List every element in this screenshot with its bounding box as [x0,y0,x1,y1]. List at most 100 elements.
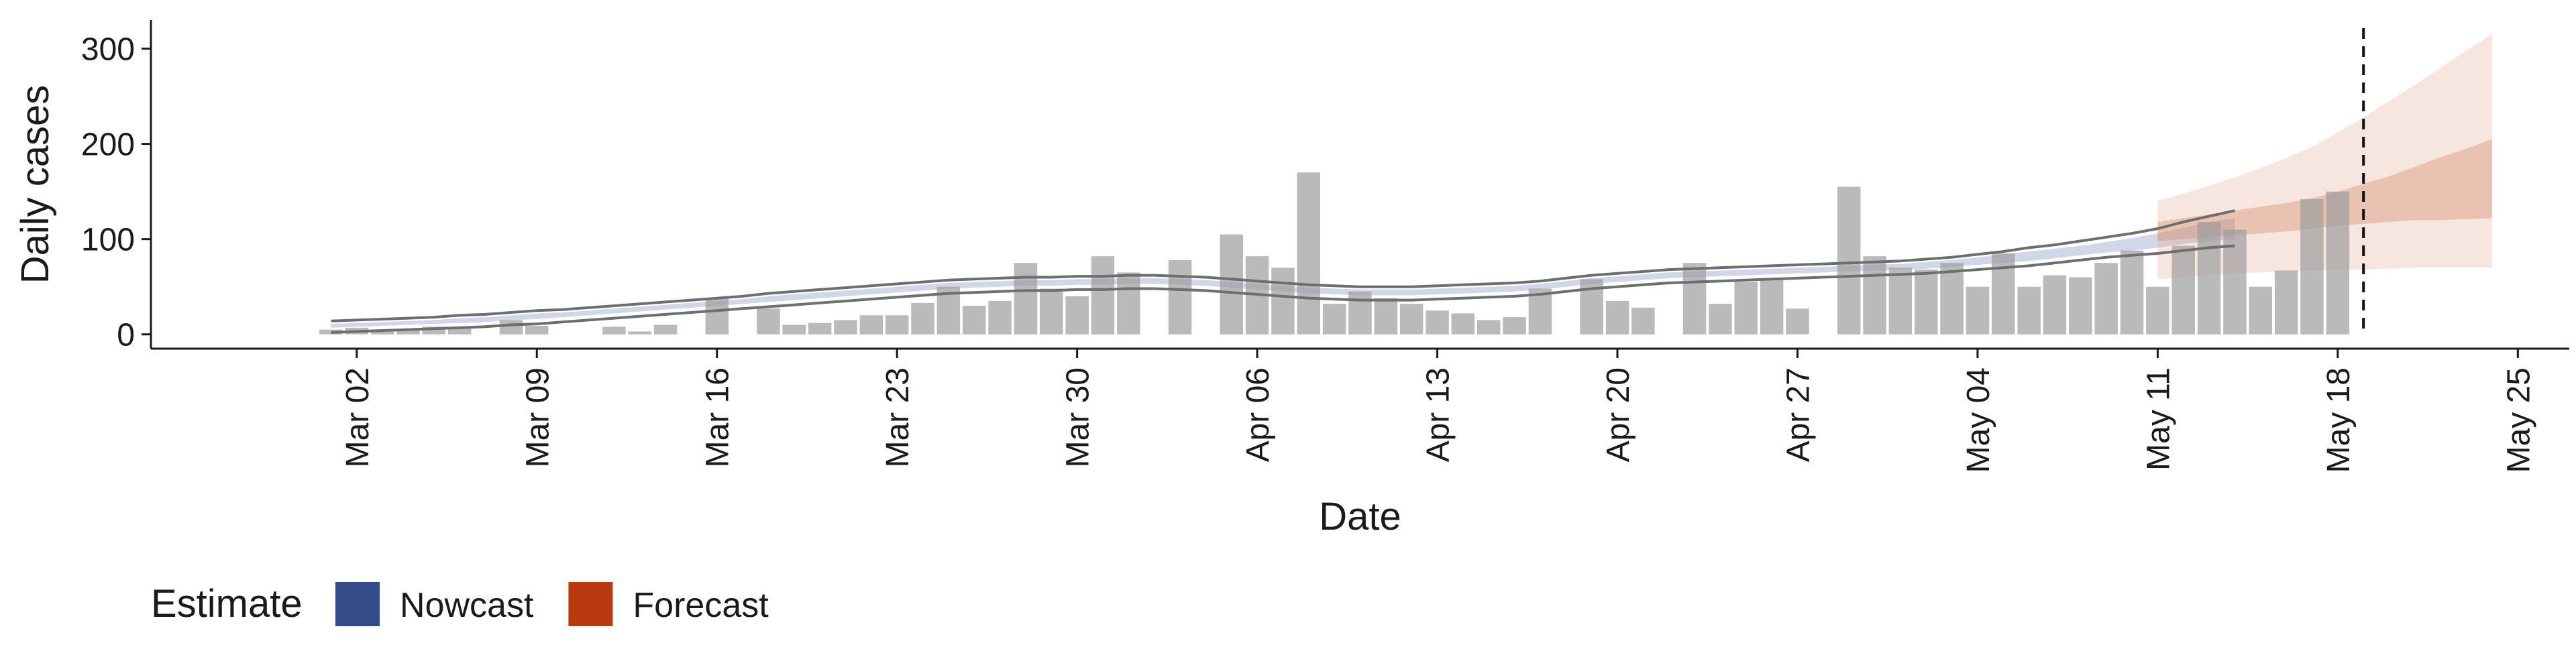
case-bar [2120,250,2144,335]
case-bar [1451,313,1475,335]
y-tick-label: 0 [117,318,135,353]
nowcast-legend-label: Nowcast [400,586,534,625]
case-bar [1760,279,1784,335]
case-bar [1426,310,1449,335]
nowcast-inner-band [331,218,2235,328]
case-bar [1682,263,1707,335]
case-bar [2069,277,2092,335]
y-axis-title: Daily cases [13,85,57,284]
case-bar [1709,304,1732,335]
case-bar [525,325,549,335]
case-bar [1374,298,1398,335]
x-tick-label: Mar 16 [700,367,736,467]
case-bar [319,329,343,335]
case-bar [1271,268,1295,335]
x-tick-label: Apr 27 [1780,367,1816,462]
x-tick-label: Mar 09 [520,367,555,467]
case-bar [1888,268,1913,335]
x-axis-title: Date [1319,495,1401,538]
case-bar [448,327,472,335]
nowcast-lower-line [331,244,2235,334]
case-bar [1399,304,1424,335]
case-bar [1940,263,1964,335]
case-bar [1786,308,1809,335]
x-tick-label: May 25 [2501,367,2536,473]
case-bar [1322,304,1346,335]
forecast-outer-band [2157,34,2492,280]
case-bar [2017,286,2041,335]
estimate-bands [331,34,2492,328]
x-tick-label: Apr 13 [1421,367,1456,462]
case-bar [653,325,678,335]
case-bar [396,329,420,335]
x-tick-label: Apr 06 [1240,367,1276,462]
case-bar [1168,259,1192,335]
x-tick-label: May 18 [2321,367,2357,473]
case-bar [1966,286,1990,335]
x-tick-label: Mar 02 [340,367,376,467]
forecast-legend-label: Forecast [633,586,769,625]
case-bar [499,320,523,335]
case-bar [2274,270,2298,335]
case-bar [602,327,626,335]
case-bar [2300,199,2324,335]
case-bar [911,302,934,335]
case-bar [1863,256,1886,335]
case-bar [1065,296,1089,335]
case-bar [370,331,394,335]
case-bar [1734,282,1758,335]
case-bar [628,331,651,335]
case-bar [757,308,780,335]
x-tick-label: Apr 20 [1601,367,1636,462]
case-bar [1091,256,1115,335]
case-bar [834,320,857,335]
case-bar [1631,307,1655,335]
case-bar [2249,286,2272,335]
case-bar [2043,275,2067,335]
case-bar [2094,263,2118,335]
x-tick-label: Mar 23 [880,367,916,467]
forecast-inner-band [2157,139,2492,241]
case-bar [1297,172,1320,335]
case-bar [1348,291,1372,335]
y-tick-label: 300 [81,32,135,68]
case-bar [885,315,909,335]
x-tick-label: May 11 [2141,367,2176,471]
legend-title: Estimate [151,582,303,626]
forecast-legend-swatch [568,582,613,626]
case-bar [782,325,806,335]
case-bar [1503,317,1526,335]
case-bar [2197,222,2221,335]
nowcast-upper-line [331,209,2235,322]
legend: Estimate Nowcast Forecast [151,582,769,626]
case-bar [1040,288,1063,335]
estimate-bound-lines [331,209,2235,334]
case-bar [1605,301,1629,335]
y-tick-label: 200 [81,127,135,163]
case-bar [1477,320,1501,335]
x-tick-label: May 04 [1961,367,1996,473]
case-bar [1117,272,1140,335]
axes: 0 100 200 300 Mar 02 Mar 09 Mar 16 Mar 23 Mar 3… [81,20,2569,473]
case-bar [859,315,883,335]
case-bar [808,322,832,335]
case-bar [2326,191,2350,335]
case-bar [422,327,446,335]
case-bar [963,306,986,335]
case-bar [1220,234,1243,335]
case-bar [1837,186,1861,335]
case-bar [1992,253,2015,335]
legend-items: Nowcast Forecast [335,582,769,626]
case-bar [705,298,729,335]
x-tick-label: Mar 30 [1061,367,1096,467]
case-bar [988,301,1012,335]
y-axis-ticks: 0 100 200 300 [81,32,151,353]
nowcast-legend-swatch [335,582,380,626]
x-axis-ticks: Mar 02 Mar 09 Mar 16 Mar 23 Mar 30 Apr 06 Apr … [340,349,2536,473]
case-bar [2146,286,2169,335]
case-bar [2171,245,2195,335]
case-bar [1915,270,1938,335]
case-bar [1014,263,1038,335]
